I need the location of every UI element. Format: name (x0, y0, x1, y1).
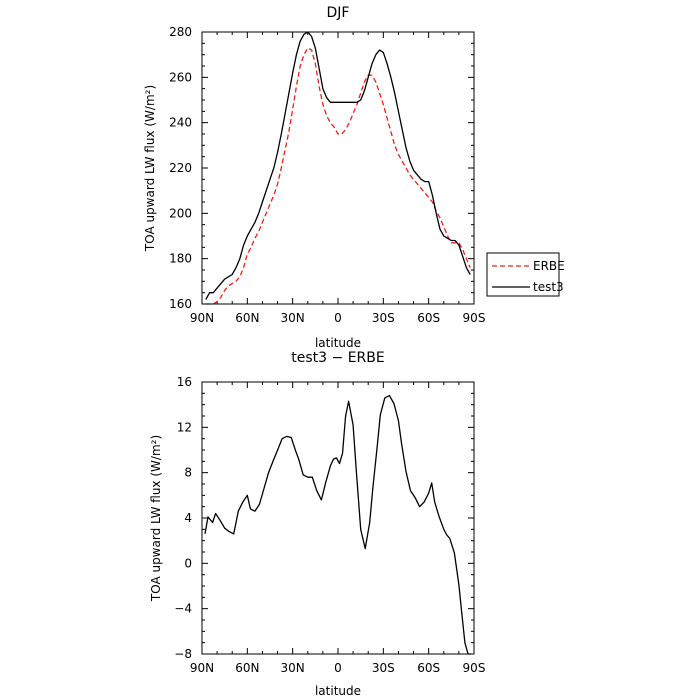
y-tick-label: 240 (169, 116, 192, 130)
x-tick-label: 90N (190, 661, 214, 675)
legend-box (486, 252, 560, 297)
x-tick-label: 60S (417, 311, 440, 325)
x-tick-label: 90N (190, 311, 214, 325)
y-tick-label: 260 (169, 70, 192, 84)
y-tick-label: 0 (184, 556, 192, 570)
y-tick-label: 160 (169, 297, 192, 311)
x-tick-label: 0 (334, 661, 342, 675)
x-tick-label: 30S (372, 311, 395, 325)
y-tick-label: 8 (184, 466, 192, 480)
plot-title: DJF (327, 5, 350, 21)
legend: ERBE test3 (486, 252, 565, 297)
y-tick-label: 280 (169, 25, 192, 39)
y-tick-label: 200 (169, 206, 192, 220)
y-axis-label: TOA upward LW flux (W/m²) (143, 85, 157, 252)
x-tick-label: 60N (235, 661, 259, 675)
x-tick-label: 30N (281, 661, 305, 675)
x-tick-label: 30S (372, 661, 395, 675)
x-tick-label: 30N (281, 311, 305, 325)
y-axis-label: TOA upward LW flux (W/m²) (149, 435, 163, 602)
legend-label-test3: test3 (533, 280, 564, 294)
plot-title: test3 − ERBE (291, 350, 384, 366)
series-line-erbe (205, 47, 471, 305)
y-tick-label: 12 (177, 420, 192, 434)
x-tick-label: 60S (417, 661, 440, 675)
plot-frame (201, 381, 475, 655)
x-tick-label: 90S (463, 661, 486, 675)
y-tick-label: −4 (174, 602, 192, 616)
x-axis-label: latitude (315, 336, 361, 350)
y-tick-label: 220 (169, 161, 192, 175)
plot-frame (201, 31, 475, 305)
x-tick-label: 60N (235, 311, 259, 325)
plot-djf: DJF 90N 60N 30N 0 30S 60S 90S 160 180 200 220 240 26… (143, 5, 485, 350)
x-axis-label: latitude (315, 684, 361, 698)
plot-difference: test3 − ERBE 90N 60N 30N 0 30S 60S 90S −8 −4 0 4 8 1… (149, 350, 485, 698)
x-tick-label: 90S (463, 311, 486, 325)
x-tick-label: 0 (334, 311, 342, 325)
series-line-test3 (205, 31, 471, 300)
series-line-difference (204, 394, 471, 655)
legend-label-erbe: ERBE (533, 259, 565, 273)
y-tick-label: 16 (177, 375, 192, 389)
y-tick-label: 180 (169, 252, 192, 266)
y-tick-label: 4 (184, 511, 192, 525)
y-tick-label: −8 (174, 647, 192, 661)
